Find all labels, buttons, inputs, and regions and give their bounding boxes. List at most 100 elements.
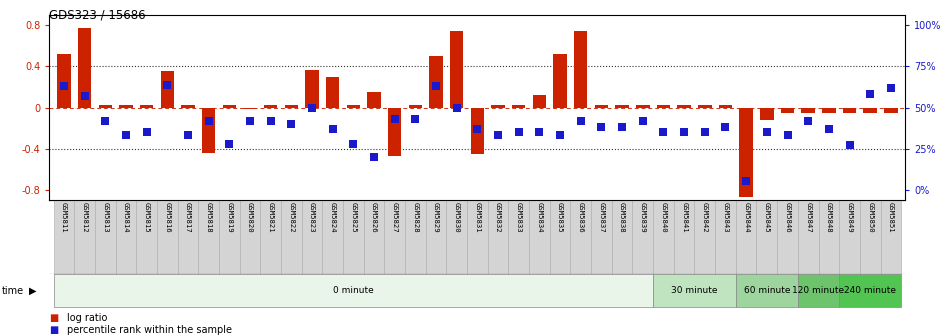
Bar <box>592 200 611 274</box>
Bar <box>736 200 756 274</box>
Text: GSM5846: GSM5846 <box>785 202 790 233</box>
Text: GSM5848: GSM5848 <box>825 202 832 233</box>
Text: GSM5811: GSM5811 <box>61 202 67 233</box>
Text: GSM5832: GSM5832 <box>495 202 501 233</box>
Text: GSM5812: GSM5812 <box>82 202 87 233</box>
Bar <box>884 108 898 113</box>
Bar <box>550 200 571 274</box>
Text: ■: ■ <box>49 325 59 335</box>
Bar <box>53 274 653 307</box>
Bar <box>157 200 178 274</box>
Text: GSM5827: GSM5827 <box>392 202 398 233</box>
Bar <box>529 200 550 274</box>
Bar <box>202 108 215 153</box>
Bar <box>182 106 195 108</box>
Bar <box>574 31 588 108</box>
Bar <box>74 200 95 274</box>
Bar <box>343 200 363 274</box>
Bar <box>881 200 902 274</box>
Text: log ratio: log ratio <box>67 312 107 323</box>
Bar <box>802 108 815 113</box>
Text: GSM5834: GSM5834 <box>536 202 542 233</box>
Bar <box>199 200 219 274</box>
Text: GSM5820: GSM5820 <box>247 202 253 233</box>
Bar <box>509 200 529 274</box>
Bar <box>450 31 463 108</box>
Bar <box>178 200 199 274</box>
Bar <box>860 200 881 274</box>
Bar <box>264 106 278 108</box>
Text: GSM5821: GSM5821 <box>267 202 274 233</box>
Text: GSM5841: GSM5841 <box>681 202 688 233</box>
Text: GSM5843: GSM5843 <box>723 202 728 233</box>
Text: GSM5845: GSM5845 <box>764 202 770 233</box>
Bar <box>471 108 484 154</box>
Bar <box>78 29 91 108</box>
Bar <box>674 200 694 274</box>
Bar <box>843 108 856 113</box>
Text: GSM5838: GSM5838 <box>619 202 625 233</box>
Text: GSM5836: GSM5836 <box>578 202 584 233</box>
Bar <box>322 200 343 274</box>
Text: GSM5842: GSM5842 <box>702 202 708 233</box>
Text: percentile rank within the sample: percentile rank within the sample <box>67 325 232 335</box>
Bar <box>429 56 443 108</box>
Bar <box>405 200 426 274</box>
Bar <box>777 200 798 274</box>
Bar <box>760 108 773 120</box>
Bar <box>864 108 877 113</box>
Bar <box>446 200 467 274</box>
Bar <box>798 200 819 274</box>
Text: GSM5815: GSM5815 <box>144 202 149 233</box>
Text: GDS323 / 15686: GDS323 / 15686 <box>49 8 146 22</box>
Bar <box>715 200 736 274</box>
Bar <box>363 200 384 274</box>
Bar <box>781 108 794 113</box>
Text: GSM5819: GSM5819 <box>226 202 232 233</box>
Bar <box>822 108 836 113</box>
Text: 240 minute: 240 minute <box>844 286 896 295</box>
Text: GSM5833: GSM5833 <box>515 202 522 233</box>
Text: 30 minute: 30 minute <box>671 286 718 295</box>
Text: GSM5823: GSM5823 <box>309 202 315 233</box>
Bar <box>119 106 132 108</box>
Bar <box>839 200 860 274</box>
Text: GSM5814: GSM5814 <box>123 202 129 233</box>
Bar <box>281 200 301 274</box>
Bar <box>488 200 509 274</box>
Bar <box>653 200 674 274</box>
Text: GSM5831: GSM5831 <box>475 202 480 233</box>
Bar <box>615 106 629 108</box>
Bar <box>140 106 153 108</box>
Text: GSM5844: GSM5844 <box>743 202 749 233</box>
Bar <box>240 200 261 274</box>
Text: GSM5847: GSM5847 <box>805 202 811 233</box>
Bar <box>632 200 653 274</box>
Text: GSM5850: GSM5850 <box>867 202 873 233</box>
Text: GSM5825: GSM5825 <box>350 202 357 233</box>
Bar <box>223 106 236 108</box>
Bar <box>756 200 777 274</box>
Text: GSM5851: GSM5851 <box>888 202 894 233</box>
Text: GSM5830: GSM5830 <box>454 202 459 233</box>
Bar <box>284 106 298 108</box>
Bar <box>384 200 405 274</box>
Text: GSM5817: GSM5817 <box>184 202 191 233</box>
Bar <box>161 71 174 108</box>
Text: GSM5849: GSM5849 <box>846 202 852 233</box>
Bar <box>57 54 70 108</box>
Bar <box>571 200 592 274</box>
Bar <box>409 106 422 108</box>
Text: 0 minute: 0 minute <box>333 286 374 295</box>
Bar <box>736 274 798 307</box>
Bar <box>367 92 380 108</box>
Text: GSM5818: GSM5818 <box>205 202 212 233</box>
Bar <box>95 200 116 274</box>
Bar <box>116 200 136 274</box>
Text: GSM5839: GSM5839 <box>640 202 646 233</box>
Text: GSM5840: GSM5840 <box>660 202 667 233</box>
Bar <box>261 200 281 274</box>
Text: GSM5816: GSM5816 <box>165 202 170 233</box>
Bar <box>611 200 632 274</box>
Bar <box>740 108 753 197</box>
